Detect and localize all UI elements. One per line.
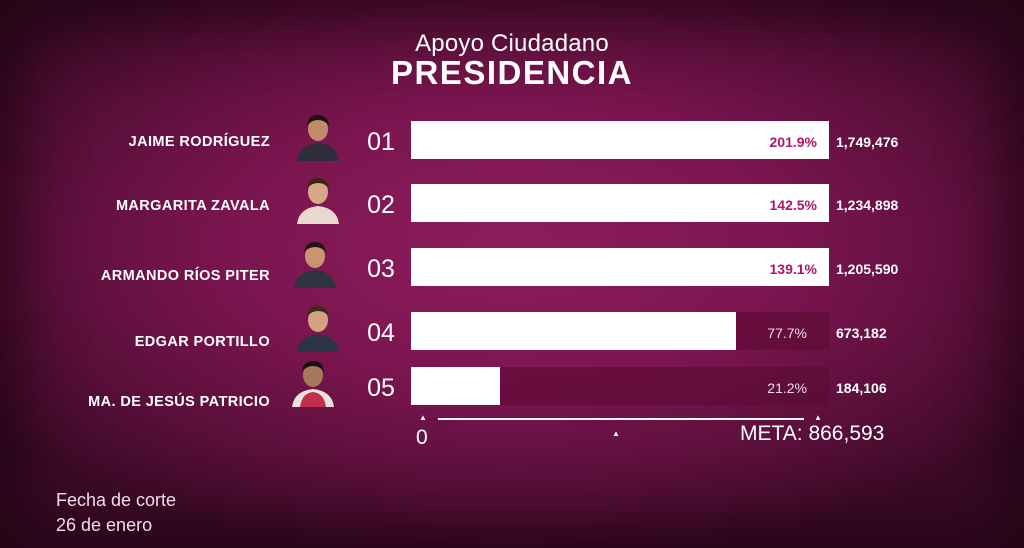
chart-title: Apoyo Ciudadano	[415, 30, 609, 57]
cutoff-date: 26 de enero	[56, 515, 153, 535]
axis-mid-marker-icon: ▲	[612, 429, 620, 438]
candidate-photo-icon	[290, 234, 340, 288]
rank-label: 04	[367, 319, 395, 347]
bar	[411, 121, 829, 159]
bar	[411, 184, 829, 222]
x-axis-line	[438, 418, 804, 420]
value-label: 184,106	[836, 380, 887, 396]
value-label: 673,182	[836, 325, 887, 341]
axis-end-marker-icon: ▲	[814, 413, 822, 422]
candidate-photo-icon	[293, 298, 343, 352]
goal-label: META: 866,593	[740, 422, 885, 445]
value-label: 1,749,476	[836, 134, 899, 150]
percent-label: 21.2%	[767, 380, 807, 396]
candidate-photo-icon	[288, 353, 338, 407]
candidate-photo-icon	[293, 170, 343, 224]
rank-label: 03	[367, 255, 395, 283]
candidate-photo-icon	[293, 107, 343, 161]
value-label: 1,234,898	[836, 197, 899, 213]
candidate-name: JAIME RODRÍGUEZ	[128, 134, 270, 150]
candidate-name: MARGARITA ZAVALA	[115, 198, 270, 214]
percent-label: 139.1%	[769, 261, 817, 277]
candidate-name: EDGAR PORTILLO	[134, 334, 270, 350]
cutoff-label: Fecha de corte	[56, 490, 177, 510]
bar	[411, 367, 500, 405]
percent-label: 77.7%	[767, 325, 807, 341]
chart-subtitle: PRESIDENCIA	[390, 54, 634, 91]
rank-label: 02	[367, 191, 395, 219]
value-label: 1,205,590	[836, 261, 899, 277]
bar	[411, 312, 736, 350]
x-axis-zero-label: 0	[416, 426, 428, 449]
percent-label: 201.9%	[769, 134, 817, 150]
bar	[411, 248, 829, 286]
candidate-name: ARMANDO RÍOS PITER	[100, 268, 270, 284]
axis-start-marker-icon: ▲	[419, 413, 427, 422]
rank-label: 05	[367, 374, 395, 402]
candidate-name: MA. DE JESÚS PATRICIO	[88, 394, 270, 410]
rank-label: 01	[367, 128, 395, 156]
percent-label: 142.5%	[769, 197, 817, 213]
